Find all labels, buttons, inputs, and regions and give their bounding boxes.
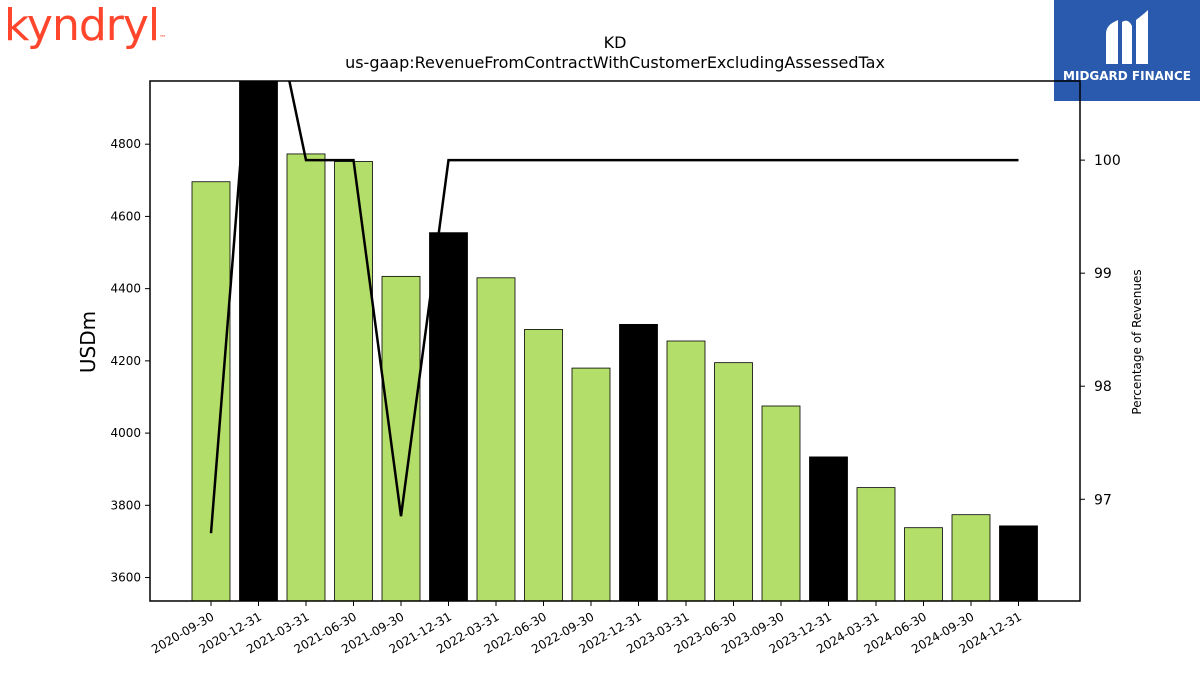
kyndryl-logo: kyndryl™ [4, 0, 166, 51]
bar-2024-03-31 [856, 487, 896, 601]
trademark-symbol: ™ [159, 34, 167, 42]
midgard-finance-text: MIDGARD FINANCE [1063, 69, 1191, 83]
bar-2023-12-31 [809, 456, 848, 601]
y-tick-label-left: 4800 [110, 137, 141, 151]
bar-2024-09-30 [951, 514, 991, 601]
bar-2024-06-30 [904, 527, 943, 601]
bar-2024-12-31 [999, 525, 1038, 601]
bar-2022-03-31 [476, 277, 516, 601]
percentage-line [209, 81, 1019, 534]
kyndryl-logo-text: kyndryl [4, 0, 160, 51]
bar-2022-06-30 [524, 329, 563, 601]
y-tick-label-left: 4000 [110, 426, 141, 440]
midgard-mark-icon [1106, 10, 1148, 64]
y-tick-label-right: 98 [1094, 379, 1112, 395]
y-tick-label-right: 99 [1094, 266, 1112, 282]
bar-2021-09-30 [381, 275, 421, 601]
chart-subtitle: us-gaap:RevenueFromContractWithCustomerE… [345, 53, 885, 72]
bar-2021-12-31 [429, 232, 468, 601]
y-tick-label-right: 100 [1094, 153, 1121, 169]
midgard-finance-logo: MIDGARD FINANCE [1054, 0, 1200, 101]
bar-2020-12-31 [239, 81, 278, 601]
bar-2023-03-31 [666, 340, 706, 601]
bar-2021-03-31 [286, 153, 326, 601]
bar-2023-06-30 [714, 362, 753, 601]
y-tick-label-left: 4200 [110, 354, 141, 368]
chart-title: KD [603, 33, 627, 52]
y-tick-label-left: 3600 [110, 571, 141, 585]
y-tick-label-right: 97 [1094, 492, 1112, 508]
plot-frame [149, 80, 1081, 602]
bar-2021-06-30 [334, 161, 373, 601]
bar-2022-12-31 [619, 323, 658, 601]
bar-2020-09-30 [191, 181, 231, 601]
bar-2023-09-30 [761, 405, 801, 601]
y-tick-label-left: 3800 [110, 498, 141, 512]
bar-2022-09-30 [571, 367, 611, 601]
y-tick-label-left: 4600 [110, 209, 141, 223]
y-tick-label-left: 4400 [110, 282, 141, 296]
